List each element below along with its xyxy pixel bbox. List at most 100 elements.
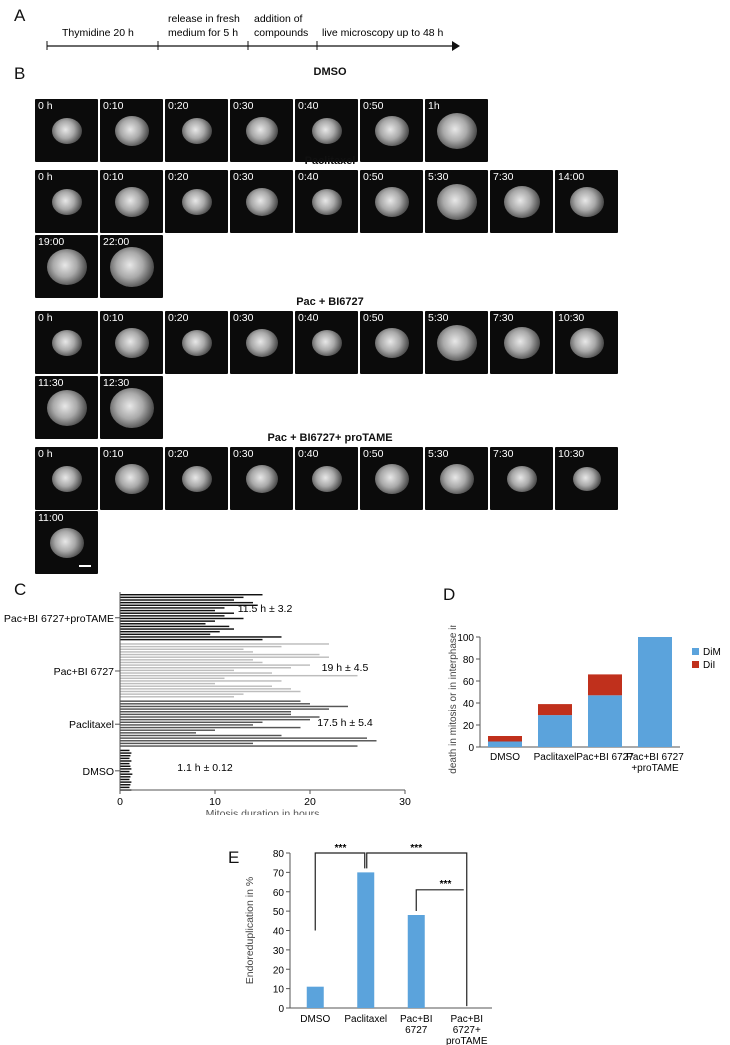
duration-bar bbox=[120, 659, 253, 661]
timestamp-label: 0 h bbox=[38, 448, 53, 460]
duration-bar bbox=[120, 693, 244, 695]
duration-bar bbox=[120, 615, 225, 617]
microscopy-frame: 12:30 bbox=[100, 376, 163, 439]
panel-label-d: D bbox=[443, 585, 456, 604]
duration-bar bbox=[120, 625, 230, 628]
timeline-step-1: Thymidine 20 h bbox=[62, 27, 134, 39]
duration-bar bbox=[120, 680, 282, 682]
y-tick-label: 60 bbox=[273, 888, 285, 899]
microscopy-frame: 5:30 bbox=[425, 447, 488, 510]
microscopy-frame: 7:30 bbox=[490, 447, 553, 510]
category-label: 6727 bbox=[405, 1025, 428, 1036]
cell-image bbox=[52, 466, 82, 492]
category-label: Paclitaxel bbox=[344, 1014, 387, 1025]
legend-label: DiI bbox=[703, 660, 715, 671]
timestamp-label: 0:30 bbox=[233, 100, 254, 112]
timestamp-label: 19:00 bbox=[38, 236, 65, 248]
timestamp-label: 7:30 bbox=[493, 312, 514, 324]
duration-bar bbox=[120, 729, 215, 731]
timestamp-label: 0 h bbox=[38, 100, 53, 112]
cell-image bbox=[437, 184, 477, 220]
cell-image bbox=[246, 465, 278, 493]
microscopy-frame: 0:40 bbox=[295, 311, 358, 374]
microscopy-frame: 11:30 bbox=[35, 376, 98, 439]
cell-image bbox=[440, 464, 474, 494]
significance-label: *** bbox=[410, 843, 422, 854]
legend-swatch bbox=[692, 661, 699, 668]
category-label: Paclitaxel bbox=[534, 752, 577, 763]
duration-bar bbox=[120, 768, 132, 770]
cell-image bbox=[570, 328, 604, 358]
timestamp-label: 0:40 bbox=[298, 171, 319, 183]
timestamp-label: 0:50 bbox=[363, 171, 384, 183]
microscopy-frame: 0:30 bbox=[230, 170, 293, 233]
cell-image bbox=[47, 249, 87, 285]
category-label: Pac+BI 6727 bbox=[626, 752, 684, 763]
microscopy-frame: 19:00 bbox=[35, 235, 98, 298]
group-summary: 17.5 h ± 5.4 bbox=[317, 717, 373, 729]
cell-image bbox=[115, 116, 149, 146]
cell-image bbox=[375, 116, 409, 146]
cell-image bbox=[182, 466, 212, 492]
duration-bar bbox=[120, 594, 263, 596]
timestamp-label: 0:30 bbox=[233, 448, 254, 460]
microscopy-frame: 0 h bbox=[35, 447, 98, 510]
timestamp-label: 0:40 bbox=[298, 100, 319, 112]
duration-bar bbox=[120, 688, 291, 690]
microscopy-frame: 10:30 bbox=[555, 447, 618, 510]
cell-image bbox=[115, 464, 149, 494]
cell-image bbox=[312, 118, 342, 144]
legend-label: DiM bbox=[703, 647, 721, 658]
microscopy-frame: 0:30 bbox=[230, 311, 293, 374]
microscopy-frame: 0 h bbox=[35, 311, 98, 374]
panel-label-b: B bbox=[14, 64, 26, 83]
duration-bar bbox=[120, 708, 329, 710]
group-summary: 19 h ± 4.5 bbox=[322, 662, 369, 674]
duration-bar bbox=[120, 645, 282, 648]
duration-bar bbox=[120, 762, 130, 765]
microscopy-frame: 11:00 bbox=[35, 511, 98, 574]
cell-image bbox=[312, 466, 342, 492]
y-axis-label: death in mitosis or in interphase in % bbox=[448, 625, 459, 774]
duration-bar bbox=[120, 690, 301, 693]
stacked-bar-segment bbox=[588, 674, 622, 696]
duration-bar bbox=[120, 667, 291, 669]
timestamp-label: 0:20 bbox=[168, 312, 189, 324]
microscopy-frame: 0:40 bbox=[295, 99, 358, 162]
duration-bar bbox=[120, 737, 367, 739]
timestamp-label: 0:40 bbox=[298, 312, 319, 324]
duration-bar bbox=[120, 700, 301, 702]
timestamp-label: 0:20 bbox=[168, 100, 189, 112]
cell-image bbox=[437, 113, 477, 149]
timestamp-label: 0:10 bbox=[103, 448, 124, 460]
category-label: DMSO bbox=[300, 1014, 330, 1025]
microscopy-frame: 0:10 bbox=[100, 99, 163, 162]
duration-bar bbox=[120, 732, 196, 734]
cell-image bbox=[246, 188, 278, 216]
cell-image bbox=[246, 117, 278, 145]
duration-bar bbox=[120, 734, 282, 737]
timeline: Thymidine 20 h release in fresh medium f… bbox=[46, 13, 460, 51]
endoreduplication-bar bbox=[357, 872, 375, 1008]
timestamp-label: 7:30 bbox=[493, 448, 514, 460]
y-tick-label: 70 bbox=[273, 868, 285, 879]
duration-bar bbox=[120, 781, 132, 783]
microscopy-frame: 1h bbox=[425, 99, 488, 162]
stacked-bar-segment bbox=[638, 637, 672, 747]
microscopy-frame: 0:30 bbox=[230, 99, 293, 162]
timestamp-label: 0:40 bbox=[298, 448, 319, 460]
cell-image bbox=[182, 189, 212, 215]
y-tick-label: 0 bbox=[278, 1004, 284, 1015]
duration-bar bbox=[120, 726, 301, 729]
significance-bracket bbox=[314, 852, 366, 931]
group-label: Pac+BI 6727+proTAME bbox=[4, 613, 114, 625]
category-label: +proTAME bbox=[631, 763, 679, 774]
microscopy-frame: 0:40 bbox=[295, 447, 358, 510]
microscopy-frame: 0:40 bbox=[295, 170, 358, 233]
duration-bar bbox=[120, 669, 234, 672]
duration-bar bbox=[120, 754, 131, 757]
timeline-step-2b: medium for 5 h bbox=[168, 27, 238, 39]
duration-bar bbox=[120, 703, 310, 705]
timeline-step-4: live microscopy up to 48 h bbox=[322, 27, 444, 39]
cell-image bbox=[312, 189, 342, 215]
